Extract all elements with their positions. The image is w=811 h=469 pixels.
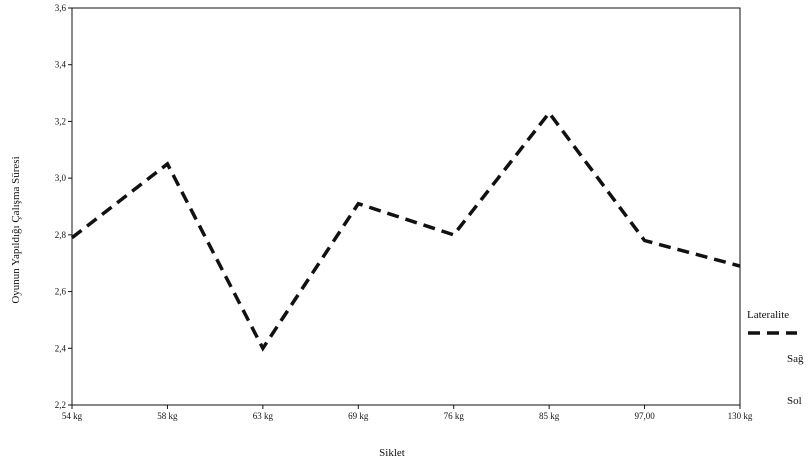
- x-tick-label: 76 kg: [444, 411, 465, 421]
- x-axis: 54 kg 58 kg 63 kg 69 kg 76 kg 85 kg 97,00 130 k…: [62, 405, 753, 421]
- y-tick-label: 2,6: [55, 287, 67, 297]
- series-line-0: [70, 110, 741, 352]
- y-tick-label: 3,6: [55, 3, 67, 13]
- plot-border: [71, 7, 741, 406]
- series-group: [70, 110, 741, 352]
- legend-entry-sol: Sol: [787, 395, 802, 407]
- x-tick-label: 54 kg: [62, 411, 83, 421]
- data-point: [549, 112, 550, 113]
- y-tick-label: 3,2: [55, 116, 66, 126]
- y-tick-label: 2,8: [55, 230, 67, 240]
- plot-frame: [71, 7, 741, 406]
- y-tick-label: 2,4: [55, 343, 67, 353]
- y-tick-label: 3,4: [55, 60, 67, 70]
- y-axis: 2,2 2,4 2,6 2,8 3,0 3,2 3,4 3,6: [55, 3, 72, 410]
- data-point: [453, 234, 454, 235]
- legend-title: Lateralite: [747, 309, 789, 321]
- x-tick-label: 58 kg: [157, 411, 178, 421]
- y-axis-title: Oyunun Yapıldığı Çalışma Süresi: [10, 156, 22, 303]
- x-tick-label: 63 kg: [253, 411, 274, 421]
- legend-entry-sag: Sağ: [787, 353, 804, 365]
- x-axis-title: Siklet: [379, 447, 405, 459]
- x-tick-label: 85 kg: [539, 411, 560, 421]
- x-tick-label: 97,00: [634, 411, 655, 421]
- x-tick-label: 69 kg: [348, 411, 369, 421]
- y-tick-label: 3,0: [55, 173, 67, 183]
- x-tick-label: 130 kg: [728, 411, 753, 421]
- legend: Lateralite Sağ Sol: [747, 309, 804, 407]
- y-tick-label: 2,2: [55, 400, 66, 410]
